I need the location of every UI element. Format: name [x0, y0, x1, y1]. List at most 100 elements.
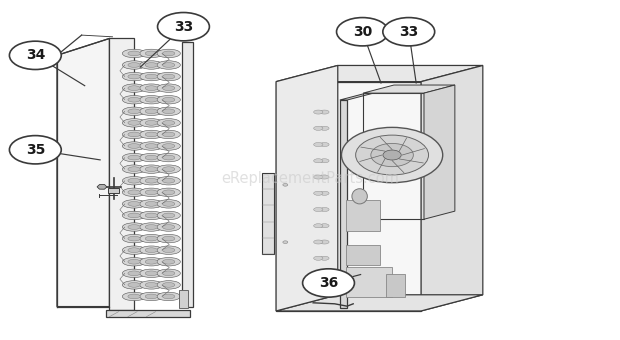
Ellipse shape: [145, 294, 157, 299]
Ellipse shape: [314, 289, 323, 293]
Circle shape: [371, 143, 414, 167]
Ellipse shape: [145, 120, 157, 125]
Ellipse shape: [145, 86, 157, 90]
Ellipse shape: [128, 167, 140, 171]
Circle shape: [383, 18, 435, 46]
Text: 35: 35: [25, 143, 45, 157]
Ellipse shape: [128, 132, 140, 137]
Ellipse shape: [128, 213, 140, 218]
Ellipse shape: [140, 84, 163, 92]
Polygon shape: [57, 38, 109, 307]
Polygon shape: [276, 66, 483, 82]
Circle shape: [9, 136, 61, 164]
Ellipse shape: [128, 202, 140, 206]
Polygon shape: [340, 94, 372, 100]
Ellipse shape: [128, 259, 140, 264]
Ellipse shape: [162, 120, 175, 125]
Ellipse shape: [128, 63, 140, 67]
Ellipse shape: [140, 96, 163, 104]
Ellipse shape: [140, 142, 163, 150]
Text: 33: 33: [174, 20, 193, 34]
Ellipse shape: [140, 188, 163, 197]
Ellipse shape: [122, 96, 146, 104]
Ellipse shape: [320, 126, 329, 130]
Ellipse shape: [162, 202, 175, 206]
Ellipse shape: [320, 224, 329, 228]
Ellipse shape: [122, 176, 146, 185]
Ellipse shape: [320, 110, 329, 114]
Ellipse shape: [145, 248, 157, 253]
Ellipse shape: [122, 61, 146, 69]
Circle shape: [283, 241, 288, 243]
Ellipse shape: [157, 165, 180, 173]
Ellipse shape: [162, 213, 175, 218]
Ellipse shape: [122, 246, 146, 254]
Ellipse shape: [157, 49, 180, 58]
Ellipse shape: [145, 109, 157, 114]
FancyBboxPatch shape: [346, 245, 380, 265]
Ellipse shape: [162, 190, 175, 195]
Ellipse shape: [157, 257, 180, 266]
Ellipse shape: [314, 126, 323, 130]
Ellipse shape: [140, 72, 163, 81]
Ellipse shape: [140, 246, 163, 254]
Ellipse shape: [157, 142, 180, 150]
Ellipse shape: [162, 259, 175, 264]
Ellipse shape: [128, 51, 140, 56]
Ellipse shape: [128, 225, 140, 230]
Ellipse shape: [145, 167, 157, 171]
Ellipse shape: [157, 234, 180, 243]
Circle shape: [356, 135, 428, 175]
Ellipse shape: [122, 269, 146, 277]
Ellipse shape: [320, 240, 329, 244]
Circle shape: [157, 13, 210, 41]
Ellipse shape: [122, 165, 146, 173]
Ellipse shape: [314, 224, 323, 228]
Ellipse shape: [162, 144, 175, 148]
Ellipse shape: [162, 294, 175, 299]
Ellipse shape: [122, 142, 146, 150]
Ellipse shape: [352, 189, 367, 204]
FancyBboxPatch shape: [108, 188, 119, 193]
Ellipse shape: [162, 97, 175, 102]
Ellipse shape: [140, 61, 163, 69]
Ellipse shape: [145, 283, 157, 287]
Ellipse shape: [162, 178, 175, 183]
Ellipse shape: [162, 236, 175, 241]
Ellipse shape: [145, 97, 157, 102]
Ellipse shape: [145, 202, 157, 206]
Polygon shape: [276, 295, 483, 311]
Ellipse shape: [314, 175, 323, 179]
FancyBboxPatch shape: [182, 42, 193, 307]
Ellipse shape: [122, 211, 146, 220]
Ellipse shape: [320, 207, 329, 211]
Polygon shape: [106, 310, 190, 317]
FancyBboxPatch shape: [346, 267, 392, 297]
Ellipse shape: [122, 119, 146, 127]
Ellipse shape: [162, 132, 175, 137]
Ellipse shape: [140, 257, 163, 266]
Ellipse shape: [140, 119, 163, 127]
Ellipse shape: [145, 225, 157, 230]
Ellipse shape: [162, 109, 175, 114]
Circle shape: [303, 269, 355, 297]
Ellipse shape: [128, 86, 140, 90]
Ellipse shape: [145, 236, 157, 241]
Ellipse shape: [320, 272, 329, 276]
Text: 36: 36: [319, 276, 338, 290]
Ellipse shape: [162, 248, 175, 253]
Ellipse shape: [314, 159, 323, 163]
Ellipse shape: [157, 292, 180, 301]
Ellipse shape: [128, 283, 140, 287]
Ellipse shape: [320, 256, 329, 260]
Ellipse shape: [122, 84, 146, 92]
Ellipse shape: [140, 107, 163, 116]
Polygon shape: [421, 66, 483, 311]
Ellipse shape: [162, 283, 175, 287]
Ellipse shape: [314, 142, 323, 147]
Ellipse shape: [122, 234, 146, 243]
Ellipse shape: [128, 109, 140, 114]
Polygon shape: [340, 100, 347, 308]
Ellipse shape: [145, 178, 157, 183]
Ellipse shape: [145, 51, 157, 56]
